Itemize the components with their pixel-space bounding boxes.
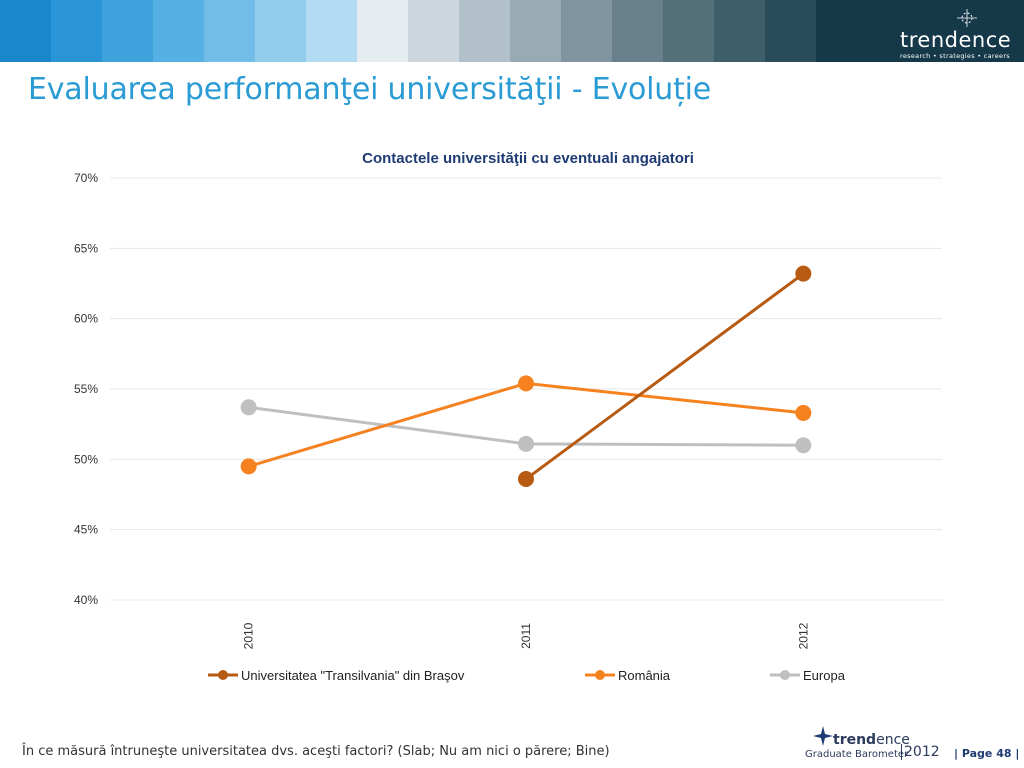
banner-strip (51, 0, 102, 62)
data-point (795, 404, 812, 421)
y-tick-label: 55% (74, 382, 98, 396)
legend-marker (780, 670, 790, 680)
trendence-logo: trendence research • strategies • career… (900, 8, 1012, 60)
banner-strip (102, 0, 153, 62)
banner-strip (714, 0, 765, 62)
legend-label: Universitatea "Transilvania" din Braşov (241, 668, 465, 683)
legend-label: România (618, 668, 671, 683)
data-point (795, 437, 812, 454)
series-line (248, 381, 804, 468)
y-tick-label: 40% (74, 593, 98, 607)
logo-star-icon (957, 9, 977, 27)
compass-star-icon (813, 726, 833, 746)
y-tick-label: 60% (74, 312, 98, 326)
series-line (525, 272, 805, 481)
banner-strip (357, 0, 408, 62)
graduate-barometer-logo: trendence Graduate Barometer 2012 (805, 724, 940, 764)
legend-label: Europa (803, 668, 846, 683)
data-point (518, 471, 534, 488)
footer-subtitle: Graduate Barometer (805, 749, 909, 760)
y-tick-label: 45% (74, 523, 98, 537)
banner-strip (408, 0, 459, 62)
logo-wordmark: trendence (900, 28, 1012, 52)
data-point (518, 375, 534, 392)
footer-brand-bold: trend (833, 732, 877, 748)
logo-tagline: research • strategies • careers (900, 52, 1010, 60)
data-point (240, 458, 257, 475)
y-tick-label: 70% (74, 171, 98, 185)
page-number: | Page 48 | (954, 747, 1020, 760)
header-banner (0, 0, 1024, 62)
data-point (795, 265, 812, 282)
survey-question: În ce măsură întruneşte universitatea dv… (22, 744, 610, 759)
y-tick-label: 65% (74, 241, 98, 255)
y-tick-label: 50% (74, 452, 98, 466)
banner-strip (510, 0, 561, 62)
x-tick-label: 2010 (242, 622, 256, 649)
x-tick-label: 2011 (519, 623, 533, 649)
banner-strip (663, 0, 714, 62)
banner-strip (765, 0, 816, 62)
banner-strip (561, 0, 612, 62)
banner-strip (0, 0, 51, 62)
legend-marker (218, 670, 228, 680)
data-point (240, 399, 257, 416)
banner-strip (306, 0, 357, 62)
x-tick-label: 2012 (796, 622, 810, 649)
line-chart: Contactele universităţii cu eventuali an… (74, 150, 942, 683)
footer-brand: trendence (833, 732, 910, 748)
chart-title: Contactele universităţii cu eventuali an… (362, 150, 694, 167)
banner-strip (612, 0, 663, 62)
banner-strip (153, 0, 204, 62)
footer-year: 2012 (901, 744, 940, 760)
banner-strip (255, 0, 306, 62)
data-point (518, 435, 534, 452)
banner-strip (816, 0, 1024, 62)
banner-strip (204, 0, 255, 62)
page-title: Evaluarea performanţei universităţii - E… (28, 72, 712, 107)
banner-strip (459, 0, 510, 62)
legend-marker (595, 670, 605, 680)
